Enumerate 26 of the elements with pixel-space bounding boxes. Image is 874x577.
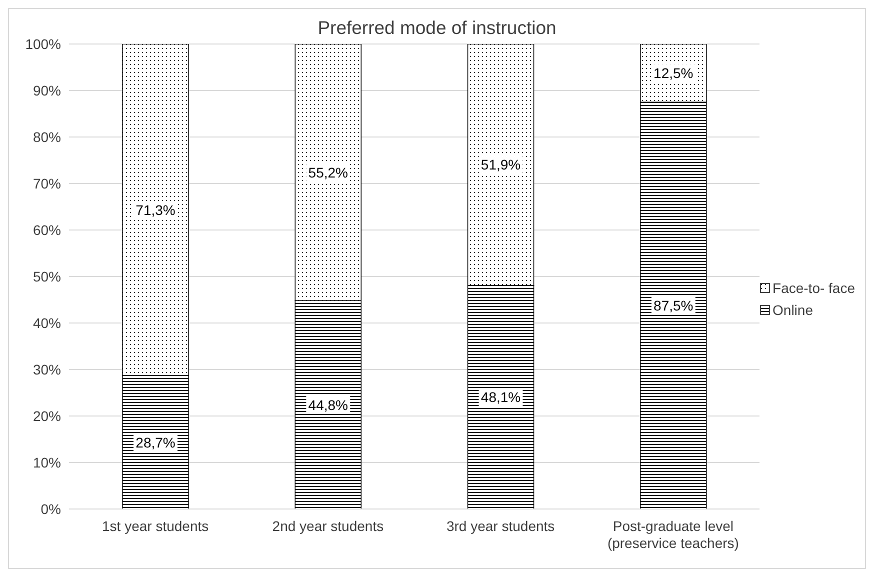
data-label: 12,5% bbox=[654, 65, 694, 82]
y-tick-label: 30% bbox=[32, 361, 61, 378]
y-tick-label: 70% bbox=[32, 175, 61, 192]
y-tick-label: 90% bbox=[32, 82, 61, 98]
data-label: 28,7% bbox=[136, 434, 176, 450]
data-label: 55,2% bbox=[308, 164, 348, 180]
data-label: 71,3% bbox=[136, 202, 176, 218]
y-tick-label: 100% bbox=[25, 36, 61, 52]
y-tick-label: 80% bbox=[32, 128, 61, 145]
legend-label: Online bbox=[772, 302, 813, 318]
data-label: 48,1% bbox=[480, 389, 521, 406]
data-label: 51,9% bbox=[480, 156, 521, 173]
x-tick-label: 2nd year students bbox=[272, 518, 384, 534]
y-tick-label: 40% bbox=[32, 314, 61, 331]
x-tick-label: Post-graduate level (preservice teachers) bbox=[607, 518, 739, 551]
x-tick-label: 3rd year students bbox=[446, 518, 555, 534]
y-tick-label: 50% bbox=[32, 268, 61, 284]
y-tick-label: 20% bbox=[32, 408, 61, 424]
legend-label: Face-to- face bbox=[772, 280, 855, 296]
y-tick-label: 10% bbox=[32, 454, 61, 470]
data-label: 87,5% bbox=[654, 298, 694, 314]
data-label: 44,8% bbox=[308, 396, 348, 413]
y-tick-label: 60% bbox=[32, 222, 61, 238]
chart-title: Preferred mode of instruction bbox=[318, 17, 556, 38]
y-tick-label: 0% bbox=[40, 500, 61, 517]
x-tick-label: 1st year students bbox=[102, 518, 209, 534]
